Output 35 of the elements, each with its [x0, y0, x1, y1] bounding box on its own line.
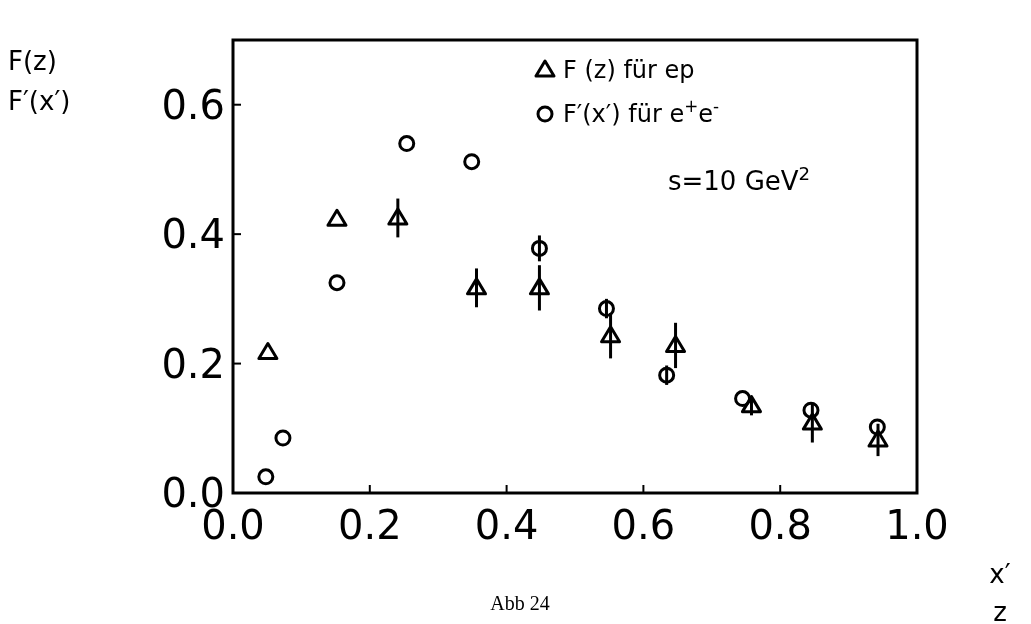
- y-axis-title: F(z) F′(x′): [8, 46, 71, 116]
- legend-label: F (z) für ep: [563, 56, 695, 84]
- x-tick-label: 0.8: [748, 502, 813, 548]
- point: [530, 239, 548, 257]
- point: [740, 395, 762, 414]
- point: [328, 274, 346, 292]
- point: [387, 207, 409, 226]
- point: [665, 334, 687, 353]
- point: [600, 325, 622, 344]
- point: [326, 208, 348, 227]
- annotation: s=10 GeV$^{2}$: [668, 162, 811, 196]
- point: [257, 468, 275, 486]
- x-tick-label: 0.2: [337, 502, 402, 548]
- point: [734, 390, 752, 408]
- point: [466, 277, 487, 296]
- point: [463, 153, 481, 171]
- point: [597, 300, 615, 318]
- point: [257, 342, 279, 361]
- point: [802, 401, 820, 419]
- x-tick-label: 0.4: [474, 502, 539, 548]
- y-tick-label: 0.6: [161, 81, 225, 128]
- x-axis-title: x′ z: [989, 559, 1011, 624]
- point: [801, 412, 823, 431]
- point: [398, 135, 416, 153]
- point: [528, 277, 550, 296]
- y-tick-label: 0.2: [161, 340, 225, 387]
- caption: Abb 24: [490, 592, 550, 614]
- x-tick-label: 1.0: [885, 502, 949, 548]
- point: [658, 366, 676, 384]
- point: [868, 418, 886, 436]
- point: [867, 429, 889, 448]
- point: [274, 429, 292, 447]
- x-tick-label: 0.6: [611, 502, 676, 548]
- legend-label: F′(x′) für e$^{+}$e$^{-}$: [563, 96, 720, 128]
- y-tick-label: 0.4: [161, 211, 225, 258]
